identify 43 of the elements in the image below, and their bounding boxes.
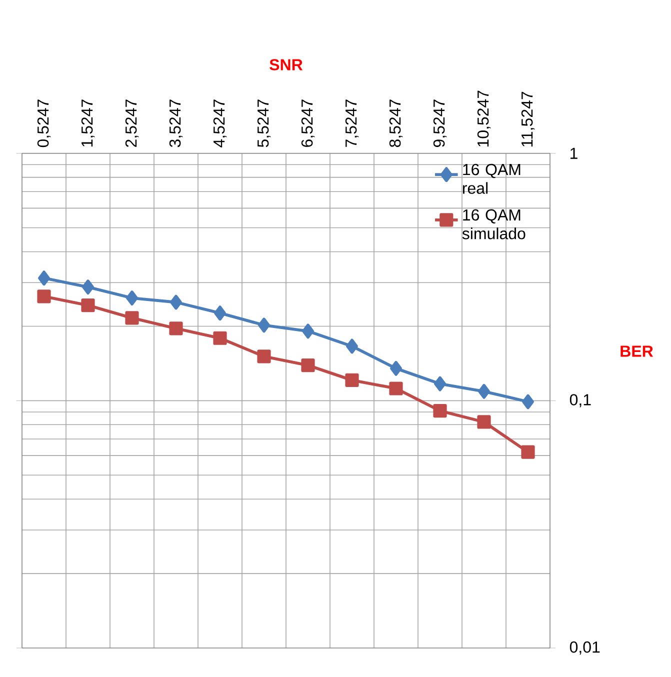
- point: [258, 318, 270, 333]
- y-tick-label: 1: [570, 148, 578, 159]
- x-axis-title: SNR: [270, 59, 303, 70]
- legend-label: 16 QAM simulado: [462, 209, 526, 240]
- x-tick-label: 7,5247: [345, 100, 359, 147]
- x-tick-label: 2,5247: [125, 100, 139, 147]
- y-tick-label: 0,1: [570, 394, 591, 408]
- point: [345, 373, 359, 387]
- point: [389, 382, 403, 396]
- point: [522, 394, 534, 410]
- point: [125, 311, 139, 325]
- x-tick-label: 10,5247: [477, 90, 491, 147]
- point: [477, 415, 491, 429]
- x-tick-label: 11,5247: [521, 92, 535, 147]
- y-tick-label: 0,01: [570, 641, 600, 655]
- x-tick-label: 5,5247: [257, 100, 271, 148]
- point: [214, 306, 226, 321]
- x-tick-label: 1,5247: [81, 100, 95, 147]
- point: [346, 338, 358, 354]
- point: [126, 290, 138, 306]
- x-tick-label: 0,5247: [37, 100, 51, 148]
- x-tick-label: 4,5247: [213, 100, 227, 148]
- point: [478, 384, 490, 399]
- point: [390, 360, 402, 376]
- point: [434, 376, 446, 392]
- point: [302, 324, 314, 339]
- point: [213, 331, 227, 345]
- y-axis-title: BER: [620, 346, 654, 357]
- x-tick-label: 9,5247: [433, 100, 447, 147]
- point: [82, 280, 94, 295]
- point: [521, 445, 535, 459]
- legend-label: 16 QAM real: [462, 164, 520, 194]
- point: [301, 358, 315, 372]
- point: [81, 298, 95, 312]
- x-tick-label: 3,5247: [169, 100, 183, 148]
- point: [433, 404, 447, 418]
- point: [38, 270, 50, 286]
- x-tick-label: 6,5247: [301, 100, 315, 147]
- point: [170, 294, 182, 310]
- x-tick-label: 8,5247: [389, 100, 403, 148]
- point: [37, 290, 51, 304]
- point: [257, 350, 271, 364]
- point: [169, 322, 183, 336]
